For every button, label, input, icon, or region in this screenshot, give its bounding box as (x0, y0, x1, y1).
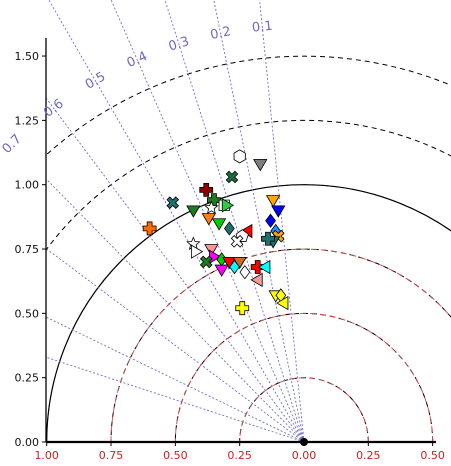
x-tick-label: 0.75 (99, 449, 124, 462)
correlation-ray (46, 316, 305, 443)
x-tick-label: 0.50 (420, 449, 445, 462)
correlation-label: 0.2 (209, 24, 232, 43)
reference-point (300, 438, 308, 446)
correlation-ray (46, 356, 305, 443)
correlation-label: 0.7 (0, 132, 25, 157)
data-point-plus (207, 193, 221, 208)
data-point-diamond (239, 265, 251, 280)
y-tick-label: 1.50 (15, 50, 40, 63)
data-point-plus (199, 182, 214, 197)
data-point-triangle-down (204, 244, 219, 257)
data-point-hexagon (233, 149, 246, 164)
grid-layer (46, 0, 451, 443)
x-tick-label: 0.25 (356, 449, 381, 462)
correlation-ray (46, 178, 305, 443)
y-tick-label: 1.00 (15, 179, 40, 192)
correlation-ray (46, 97, 305, 443)
data-point-triangle-down (253, 159, 268, 172)
data-point-x (225, 170, 239, 184)
data-point-triangle-down (265, 195, 281, 208)
x-tick-label: 1.00 (34, 449, 59, 462)
y-tick-label: 0.25 (15, 372, 40, 385)
correlation-label: 0.6 (41, 96, 67, 120)
data-point-triangle-left (258, 259, 271, 275)
rms-arc (110, 248, 451, 443)
data-point-plus (250, 260, 265, 274)
correlation-ray (46, 247, 305, 443)
data-point-diamond (224, 221, 235, 236)
x-tick-label: 0.00 (292, 449, 317, 462)
data-point-triangle-down (211, 218, 227, 231)
data-point-diamond (265, 213, 276, 228)
correlation-ray (259, 0, 305, 443)
data-point-x-shape (225, 170, 239, 184)
data-point-star (204, 200, 219, 214)
correlation-ray (213, 0, 305, 443)
data-point-triangle-down (271, 205, 286, 218)
std-arc (46, 119, 451, 251)
x-tick-label: 0.25 (227, 449, 252, 462)
data-point-x-shape (166, 196, 180, 210)
correlation-label: 0.1 (251, 19, 273, 36)
correlation-ray (110, 0, 305, 443)
y-tick-label: 0.75 (15, 243, 40, 256)
correlation-label: 0.3 (167, 34, 191, 55)
data-point-x-shape (230, 234, 244, 248)
correlation-ray (48, 0, 305, 443)
data-point-x (230, 234, 244, 248)
data-point-plus (235, 301, 250, 316)
data-point-triangle-right (221, 198, 235, 213)
x-tick-label: 0.50 (163, 449, 188, 462)
data-points (142, 149, 308, 446)
std-arc (239, 377, 369, 443)
rms-arc (46, 184, 451, 443)
data-point-x (166, 196, 180, 210)
correlation-label: 0.5 (83, 69, 108, 92)
data-point-triangle-down (201, 213, 216, 226)
correlation-label: 0.4 (125, 49, 150, 71)
std-arc (110, 248, 451, 443)
data-point-triangle-down (214, 264, 229, 277)
data-point-triangle-left (250, 272, 263, 288)
data-point-triangle-right (190, 244, 204, 259)
y-tick-label: 0.00 (15, 436, 40, 449)
data-point-triangle-left (276, 295, 289, 311)
data-point-x (199, 255, 213, 269)
data-point-triangle-down (186, 205, 201, 218)
y-tick-label: 1.25 (15, 114, 40, 127)
data-point-plus (261, 231, 275, 246)
y-tick-label: 0.50 (15, 307, 40, 320)
labels: 0.10.20.30.40.50.60.70.80.90.950.000.250… (0, 19, 445, 462)
data-point-diamond (229, 259, 240, 275)
correlation-ray (164, 0, 305, 443)
reference-std-arc (46, 184, 451, 443)
std-arc (46, 55, 451, 156)
data-point-plus (142, 221, 157, 236)
rms-arc (174, 312, 434, 443)
rms-arc (239, 377, 369, 443)
data-point-x-shape (199, 255, 213, 269)
